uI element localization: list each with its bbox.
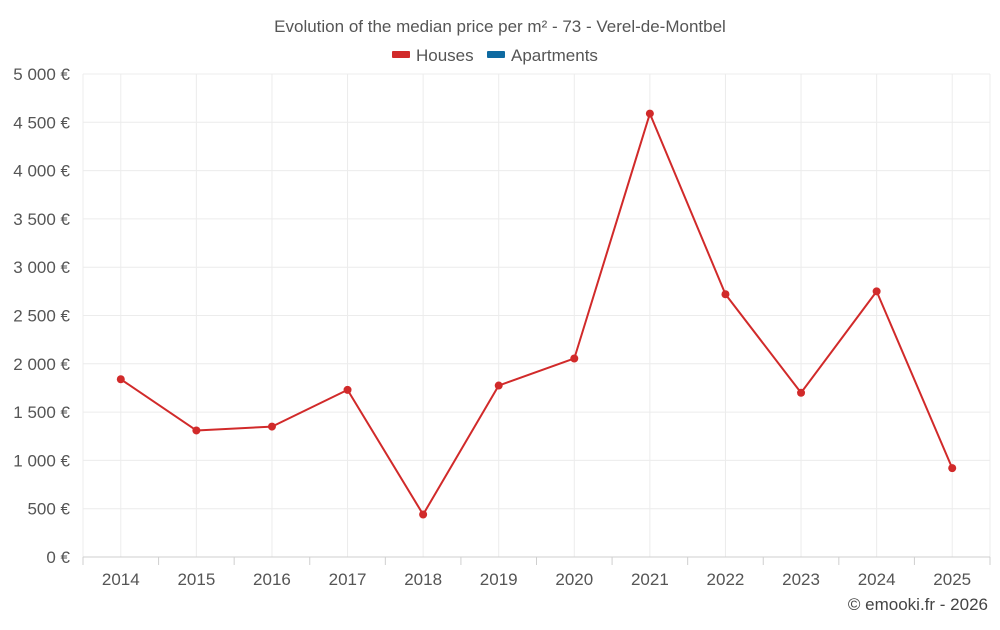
x-tick-label: 2017 bbox=[329, 570, 367, 589]
y-tick-label: 1 500 € bbox=[13, 403, 70, 422]
x-tick-label: 2018 bbox=[404, 570, 442, 589]
data-point-houses-2020[interactable] bbox=[570, 354, 579, 363]
y-tick-label: 3 500 € bbox=[13, 210, 70, 229]
legend-item-apartments[interactable]: Apartments bbox=[487, 46, 598, 65]
series-line-houses bbox=[120, 112, 954, 516]
y-tick-label: 2 000 € bbox=[13, 355, 70, 374]
y-tick-label: 3 000 € bbox=[13, 258, 70, 277]
grid bbox=[82, 73, 991, 558]
series-houses bbox=[116, 109, 957, 519]
x-tick-label: 2015 bbox=[177, 570, 215, 589]
data-point-houses-2024[interactable] bbox=[872, 287, 881, 296]
data-point-houses-2017[interactable] bbox=[343, 385, 352, 394]
legend-item-houses[interactable]: Houses bbox=[392, 46, 474, 65]
data-point-houses-2025[interactable] bbox=[948, 464, 957, 473]
legend[interactable]: Houses Apartments bbox=[392, 46, 598, 65]
y-tick-label: 0 € bbox=[46, 548, 70, 567]
legend-label-houses: Houses bbox=[416, 46, 474, 65]
data-point-houses-2023[interactable] bbox=[797, 388, 806, 397]
x-tick-label: 2021 bbox=[631, 570, 669, 589]
x-tick-label: 2023 bbox=[782, 570, 820, 589]
data-point-houses-2019[interactable] bbox=[494, 381, 503, 390]
x-tick-label: 2019 bbox=[480, 570, 518, 589]
y-tick-label: 500 € bbox=[27, 500, 70, 519]
data-point-houses-2014[interactable] bbox=[116, 375, 125, 384]
x-tick-label: 2016 bbox=[253, 570, 291, 589]
y-tick-label: 4 000 € bbox=[13, 162, 70, 181]
x-tick-label: 2024 bbox=[858, 570, 896, 589]
x-tick-label: 2020 bbox=[555, 570, 593, 589]
y-tick-label: 1 000 € bbox=[13, 451, 70, 470]
data-point-houses-2018[interactable] bbox=[419, 510, 428, 519]
x-tick-label: 2025 bbox=[933, 570, 971, 589]
y-tick-label: 5 000 € bbox=[13, 65, 70, 84]
data-point-houses-2022[interactable] bbox=[721, 290, 730, 299]
data-point-houses-2015[interactable] bbox=[192, 426, 201, 435]
chart-title: Evolution of the median price per m² - 7… bbox=[274, 17, 726, 36]
y-tick-label: 4 500 € bbox=[13, 113, 70, 132]
legend-swatch-houses bbox=[392, 51, 410, 58]
x-axis: 2014 2015 2016 2017 2018 2019 2020 2021 2022 2023… bbox=[82, 556, 991, 589]
legend-label-apartments: Apartments bbox=[511, 46, 598, 65]
y-axis: 0 € 500 € 1 000 € 1 500 € 2 000 € 2 500 € 3 00… bbox=[13, 65, 70, 567]
data-point-houses-2021[interactable] bbox=[645, 109, 654, 118]
x-tick-label: 2022 bbox=[707, 570, 745, 589]
credit-text: © emooki.fr - 2026 bbox=[848, 595, 988, 614]
x-tick-label: 2014 bbox=[102, 570, 140, 589]
data-point-houses-2016[interactable] bbox=[267, 422, 276, 431]
y-tick-label: 2 500 € bbox=[13, 307, 70, 326]
legend-swatch-apartments bbox=[487, 51, 505, 58]
